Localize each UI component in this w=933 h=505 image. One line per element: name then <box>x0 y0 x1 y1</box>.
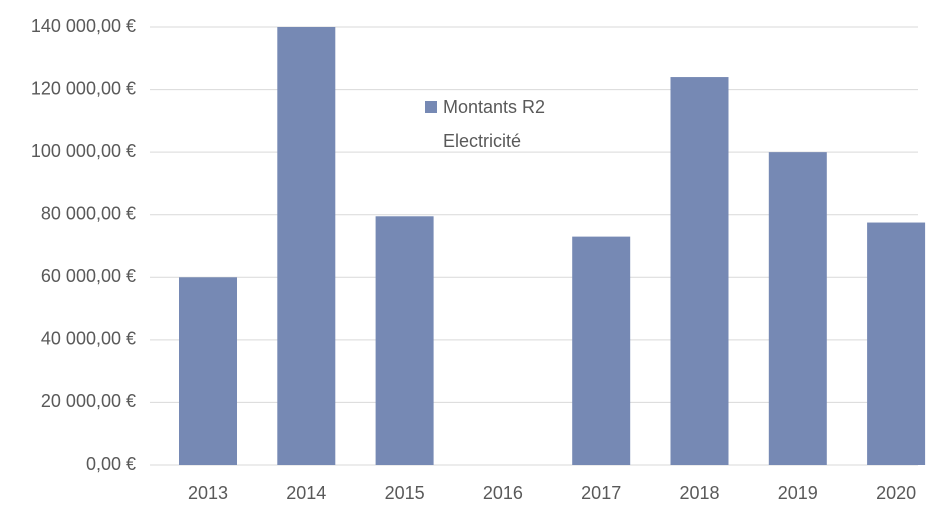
bar <box>375 216 434 465</box>
x-tick-label: 2020 <box>876 483 916 503</box>
bar <box>277 27 336 465</box>
bar <box>867 222 926 465</box>
y-tick-label: 60 000,00 € <box>41 266 136 286</box>
bar <box>768 152 827 465</box>
bar <box>670 77 729 466</box>
y-tick-label: 80 000,00 € <box>41 203 136 223</box>
x-tick-label: 2019 <box>778 483 818 503</box>
legend-swatch <box>425 101 437 113</box>
y-tick-label: 0,00 € <box>86 454 136 474</box>
x-tick-label: 2015 <box>385 483 425 503</box>
bar <box>179 277 237 465</box>
legend-label: Montants R2 Electricité <box>443 97 546 151</box>
x-tick-label: 2017 <box>581 483 621 503</box>
y-tick-label: 20 000,00 € <box>41 391 136 411</box>
y-tick-label: 140 000,00 € <box>31 16 136 36</box>
x-tick-label: 2014 <box>286 483 326 503</box>
x-tick-label: 2018 <box>679 483 719 503</box>
bar <box>572 236 631 465</box>
y-tick-label: 40 000,00 € <box>41 329 136 349</box>
y-tick-label: 100 000,00 € <box>31 141 136 161</box>
x-tick-label: 2016 <box>483 483 523 503</box>
y-tick-label: 120 000,00 € <box>31 78 136 98</box>
x-tick-label: 2013 <box>188 483 228 503</box>
